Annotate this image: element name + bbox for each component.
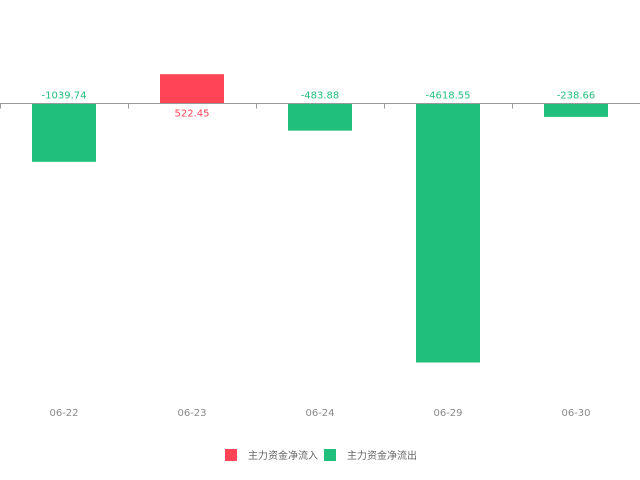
bar-06-30 <box>544 103 608 117</box>
data-label-06-30: -238.66 <box>557 91 596 102</box>
x-tick-label-06-30: 06-30 <box>561 408 590 419</box>
legend-outflow-label: 主力资金净流出 <box>347 449 417 462</box>
legend-inflow-label: 主力资金净流入 <box>248 449 318 462</box>
legend: 主力资金净流入 主力资金净流出 <box>225 449 417 462</box>
data-label-06-24: -483.88 <box>301 91 340 102</box>
data-labels-group: -1039.74 522.45 -483.88 -4618.55 -238.66 <box>42 91 596 120</box>
data-label-06-29: -4618.55 <box>426 91 471 102</box>
legend-inflow-swatch <box>225 449 237 461</box>
bars-group <box>32 74 608 363</box>
data-label-06-23: 522.45 <box>175 109 210 120</box>
x-tick-label-06-23: 06-23 <box>177 408 206 419</box>
x-tick-label-06-29: 06-29 <box>433 408 462 419</box>
bar-06-24 <box>288 103 352 131</box>
bar-06-22 <box>32 103 96 162</box>
data-label-06-22: -1039.74 <box>42 91 87 102</box>
axis-ticks <box>0 103 513 109</box>
x-tick-label-06-22: 06-22 <box>49 408 78 419</box>
bar-06-23 <box>160 74 224 104</box>
x-tick-label-06-24: 06-24 <box>305 408 334 419</box>
bar-06-29 <box>416 103 480 363</box>
legend-outflow-swatch <box>324 449 336 461</box>
x-axis-labels: 06-22 06-23 06-24 06-29 06-30 <box>49 408 590 419</box>
